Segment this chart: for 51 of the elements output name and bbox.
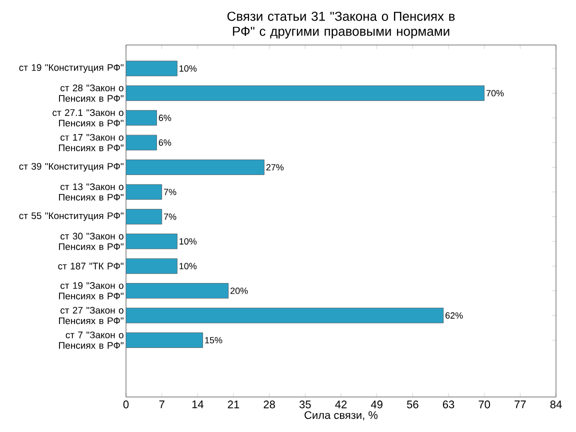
y-tick-label: ст 39 "Конституция РФ" [19,162,124,172]
chart-title: Связи статьи 31 "Закона о Пенсиях в РФ" с другими правовыми нормами [227,12,455,38]
y-tick-label: ст 19 "Конституция РФ" [19,64,124,73]
data-label: 15% [205,337,222,344]
x-tick-label: 84 [550,400,562,408]
bar [126,208,162,224]
bar [126,283,229,298]
data-label: 7% [164,188,176,196]
y-tick-label: ст 17 "Закон о Пенсиях в РФ" [59,134,124,152]
bar [126,110,157,126]
x-tick-label: 42 [335,400,347,408]
data-label: 27% [266,164,284,170]
bar [126,85,485,101]
bar [126,234,178,250]
bar [126,60,178,76]
bar [126,258,178,274]
x-tick-label: 14 [192,400,204,408]
x-tick-label: 77 [514,400,526,408]
x-tick-label: 35 [299,400,311,408]
y-tick-label: ст 28 "Закон о Пенсиях в РФ" [59,84,124,102]
bar [126,332,203,348]
y-tick-label: ст 27.1 "Закон о Пенсиях в РФ" [52,109,124,126]
x-axis-title: Сила связи, % [304,411,378,420]
x-tick-label: 49 [370,400,382,408]
bar [126,308,444,324]
data-label: 62% [446,312,463,319]
y-tick-label: ст 30 "Закон о Пенсиях в РФ" [59,232,124,250]
x-tick-label: 63 [442,400,454,408]
y-tick-label: ст 13 "Закон о Пенсиях в РФ" [59,183,124,201]
y-tick-label: ст 27 "Закон о Пенсиях в РФ" [59,306,124,324]
data-label: 10% [180,238,197,245]
y-tick-label: ст 7 "Закон о Пенсиях в РФ" [59,332,124,349]
data-label: 7% [164,214,176,220]
data-label: 10% [180,65,197,72]
y-tick-label: ст 19 "Закон о Пенсиях в РФ" [59,282,124,300]
data-label: 20% [230,288,248,294]
y-tick-label: ст 55 "Конституция РФ" [19,212,124,221]
x-tick-label: 56 [406,400,418,408]
data-label: 6% [158,139,172,146]
bar [126,134,157,150]
x-tick-label: 21 [228,400,240,408]
data-label: 6% [158,114,172,122]
bar [126,184,162,200]
data-label: 10% [180,262,197,270]
data-label: 70% [486,90,504,96]
y-tick-label: ст 187 "ТК РФ" [58,262,124,270]
x-tick-label: 70 [478,400,490,408]
x-tick-label: 28 [264,400,275,408]
x-tick-label: 7 [159,400,164,408]
x-tick-label: 0 [123,400,129,408]
bar [126,160,264,175]
